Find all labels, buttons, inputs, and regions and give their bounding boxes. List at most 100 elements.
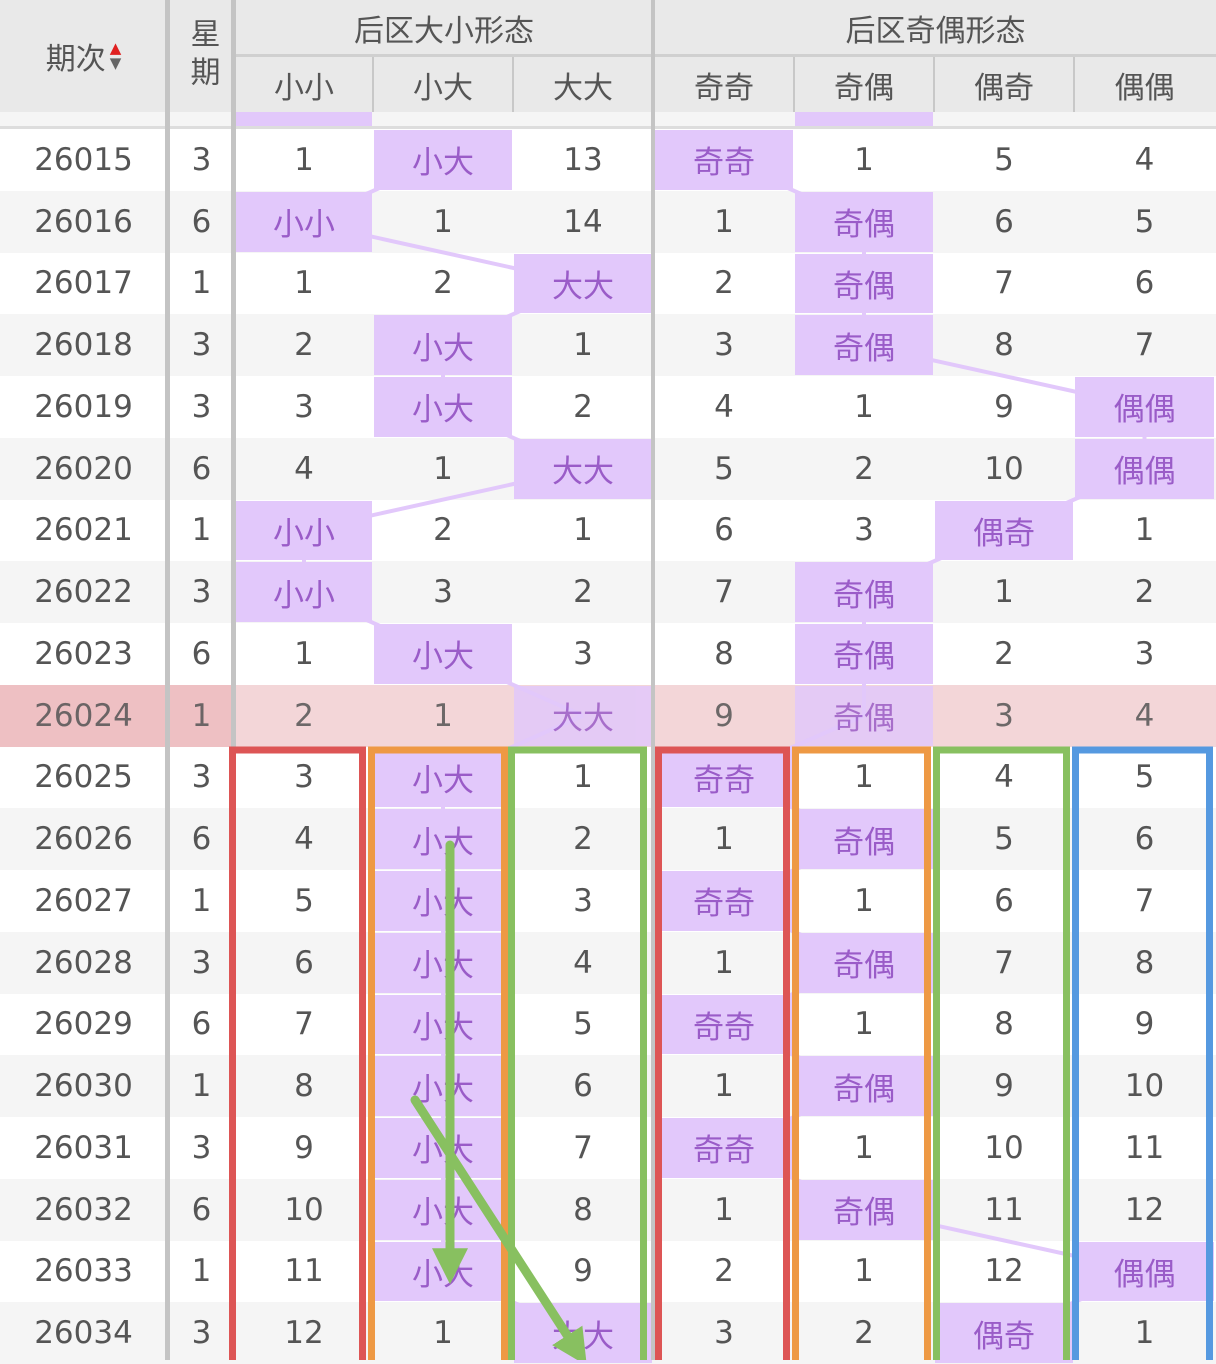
column-divider [512,57,514,112]
weekday-header: 星期 [170,0,233,112]
column-divider [372,57,374,112]
period-cell: 26027 [34,882,133,919]
value-cell: 1 [854,141,874,178]
partial-highlight-cell [795,112,933,126]
period-header-label: 期次 [45,42,106,77]
table-row[interactable] [0,129,1216,191]
column-header-7: 偶偶 [1114,70,1175,106]
highlighted-cell: 小大 [374,1179,512,1240]
column-header-3: 大大 [553,70,613,106]
value-cell: 9 [294,1129,314,1166]
table-row[interactable] [0,561,1216,623]
period-cell: 26032 [34,1191,133,1228]
value-cell: 1 [433,450,453,487]
partial-highlight-cell [236,112,372,126]
table-row[interactable] [0,931,1216,994]
highlighted-cell: 偶偶 [1075,438,1214,499]
table-row[interactable] [0,808,1216,870]
period-cell: 26019 [34,388,133,425]
table-row[interactable] [0,190,1216,253]
highlighted-cell: 奇偶 [795,809,933,869]
highlighted-cell: 小小 [236,191,372,252]
value-cell: 1 [714,944,734,981]
value-cell: 4 [294,821,314,858]
period-cell: 26031 [34,1129,133,1166]
highlighted-cell: 小大 [374,130,512,190]
value-cell: 1 [714,1191,734,1228]
value-cell: 1 [854,882,874,919]
highlighted-cell: 奇偶 [795,1056,933,1116]
table-row[interactable] [0,1117,1216,1179]
table-row[interactable] [0,314,1216,376]
table-row[interactable] [0,993,1216,1056]
period-cell: 26025 [34,759,133,796]
value-cell: 8 [1134,944,1155,981]
weekday-cell: 6 [191,1006,212,1043]
highlight-box [792,746,931,1360]
value-cell: 7 [573,1129,593,1166]
value-cell: 1 [294,265,314,302]
value-cell: 6 [1134,265,1155,302]
value-cell: 5 [994,141,1014,178]
weekday-cell: 6 [191,203,212,240]
period-cell: 26023 [34,635,133,672]
highlighted-cell: 奇偶 [795,624,933,684]
value-cell: 7 [714,574,734,611]
column-header-5: 奇偶 [834,70,894,106]
highlighted-cell: 大大 [514,685,652,746]
header-divider [236,54,1216,57]
value-cell: 3 [294,388,314,425]
value-cell: 2 [1134,574,1155,611]
table-row[interactable] [0,746,1216,809]
period-cell: 26021 [34,512,133,549]
value-cell: 6 [294,944,314,981]
value-cell: 5 [294,882,314,919]
table-row[interactable] [0,1055,1216,1117]
table-row[interactable] [0,870,1216,932]
weekday-cell: 1 [191,882,212,919]
column-divider [1073,57,1075,112]
value-cell: 4 [1134,697,1155,734]
sort-up-down-icon[interactable]: ▲ ▼ [109,39,122,72]
period-cell: 26020 [34,450,133,487]
weekday-cell: 6 [191,821,212,858]
value-cell: 7 [294,1006,314,1043]
value-cell: 6 [1134,821,1155,858]
highlighted-cell: 偶奇 [935,1303,1073,1363]
highlighted-cell: 小小 [236,562,372,622]
period-cell: 26018 [34,327,133,364]
highlight-box [1072,746,1213,1360]
table-row[interactable] [0,623,1216,685]
weekday-cell: 3 [191,574,212,611]
weekday-cell: 6 [191,635,212,672]
column-header-1: 小小 [274,70,334,106]
value-cell: 8 [714,635,734,672]
weekday-cell: 3 [191,944,212,981]
period-header[interactable]: 期次 ▲ ▼ [0,0,167,112]
value-cell: 1 [854,1129,874,1166]
highlighted-cell: 奇奇 [655,130,793,190]
highlighted-cell: 小大 [374,994,512,1055]
current-row-marker [0,684,233,747]
value-cell: 14 [563,203,603,240]
highlighted-cell: 奇奇 [655,871,793,931]
value-cell: 7 [1134,327,1155,364]
value-cell: 8 [994,327,1014,364]
column-header-4: 奇奇 [694,70,754,106]
value-cell: 12 [1124,1191,1165,1228]
table-row[interactable] [0,376,1216,438]
table-row[interactable] [0,1178,1216,1241]
value-cell: 9 [573,1253,593,1290]
value-cell: 2 [573,574,593,611]
value-cell: 2 [854,450,874,487]
period-cell: 26016 [34,203,133,240]
value-cell: 3 [294,759,314,796]
value-cell: 3 [854,512,874,549]
period-cell: 26017 [34,265,133,302]
weekday-cell: 3 [191,1315,212,1352]
value-cell: 1 [433,1315,453,1352]
table-row[interactable] [0,1240,1216,1303]
highlighted-cell: 大大 [514,438,652,499]
weekday-cell: 3 [191,388,212,425]
